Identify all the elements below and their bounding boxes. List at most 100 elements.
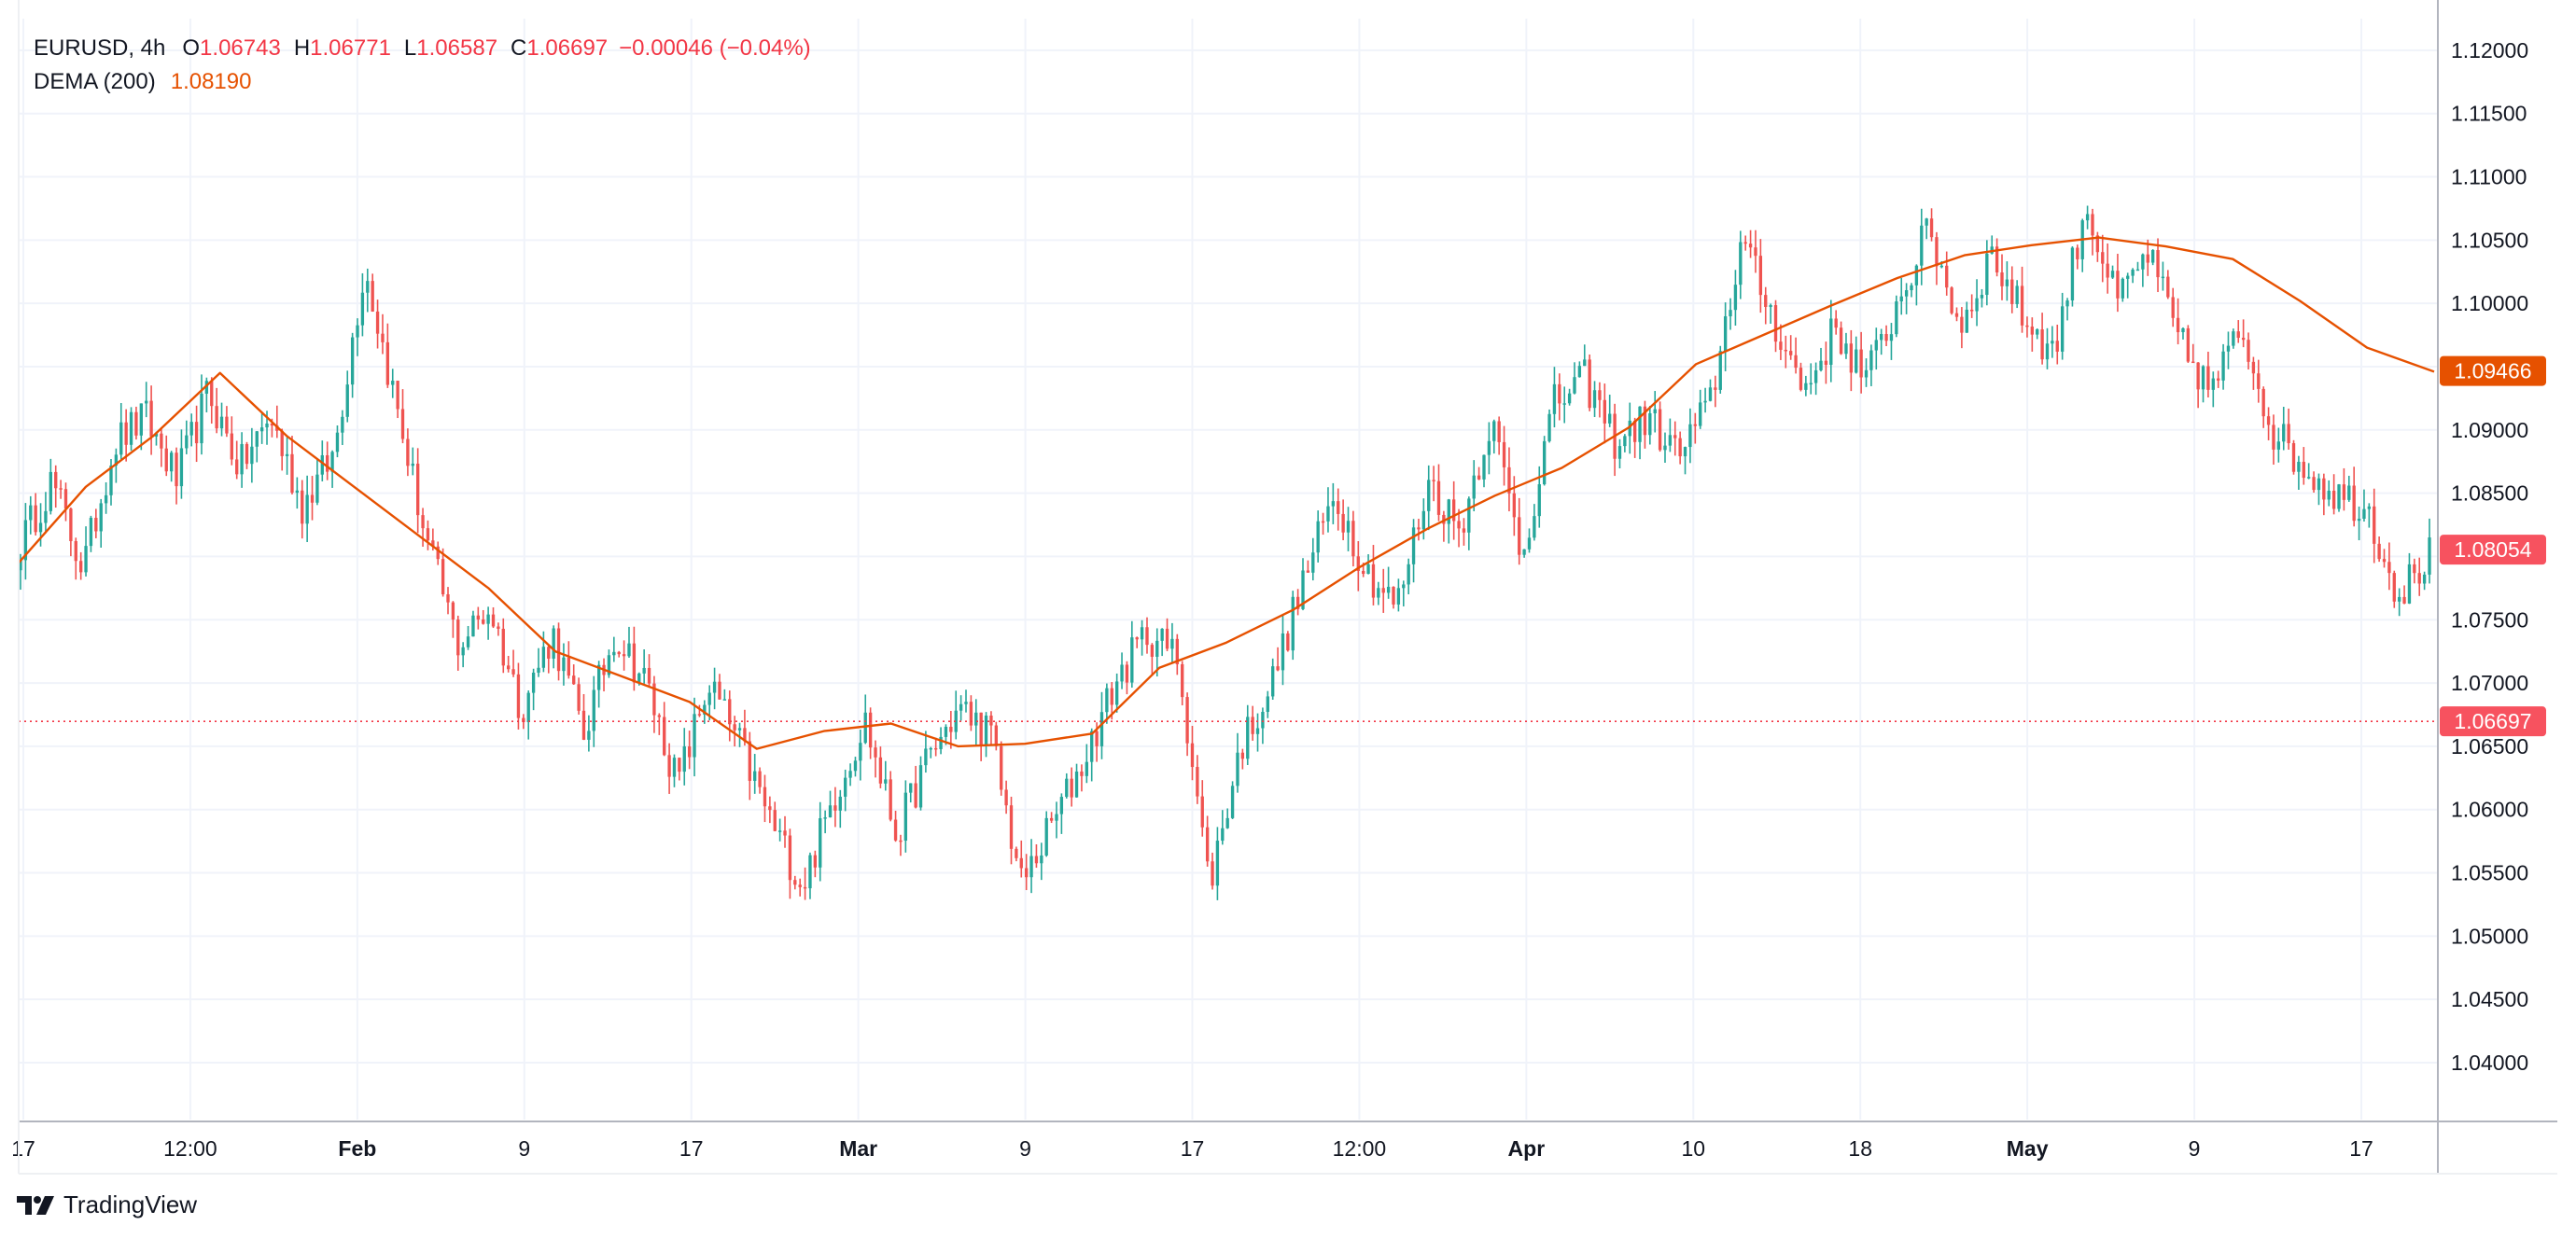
- candle-body: [2302, 461, 2305, 479]
- candle-body: [371, 281, 374, 312]
- candle-body: [1451, 499, 1456, 522]
- candle-body: [859, 743, 862, 761]
- candle-body: [1421, 510, 1426, 530]
- y-tick-label: 1.09000: [2451, 418, 2528, 442]
- candle-body: [1427, 480, 1431, 511]
- candle-body: [1251, 717, 1254, 734]
- candle-body: [1884, 334, 1888, 341]
- candle-body: [2076, 247, 2079, 259]
- candle-body: [612, 651, 616, 656]
- candle-body: [471, 615, 475, 637]
- candle-body: [1829, 318, 1833, 366]
- candle-body: [2428, 537, 2431, 575]
- candle-body: [2337, 484, 2341, 509]
- tradingview-branding[interactable]: TradingView: [17, 1190, 197, 1219]
- high-value: 1.06771: [310, 35, 391, 61]
- candle-body: [1386, 586, 1391, 593]
- candle-body: [1920, 225, 1924, 266]
- candle-body: [868, 712, 873, 748]
- candle-body: [889, 779, 892, 820]
- candle-body: [2121, 278, 2124, 299]
- candle-body: [853, 760, 858, 772]
- candle-body: [1708, 387, 1713, 401]
- candle-body: [2266, 416, 2271, 425]
- candle-body: [1055, 814, 1058, 821]
- candle-body: [1552, 383, 1557, 414]
- low-value: 1.06587: [416, 35, 498, 61]
- candle-body: [748, 741, 751, 781]
- candle-body: [1899, 296, 1903, 302]
- y-tick-label: 1.06000: [2451, 798, 2528, 822]
- candle-body: [1547, 413, 1551, 441]
- candle-body: [2307, 477, 2311, 479]
- candle-body: [2362, 508, 2366, 519]
- candle-body: [844, 777, 847, 797]
- candle-body: [145, 400, 148, 404]
- candle-body: [1196, 767, 1199, 797]
- candle-body: [1965, 309, 1968, 333]
- candle-body: [1130, 637, 1134, 683]
- candle-body: [1135, 637, 1139, 640]
- candle-body: [632, 643, 637, 683]
- candle-body: [2191, 361, 2195, 364]
- symbol-label[interactable]: EURUSD, 4h: [34, 35, 166, 61]
- candle-body: [310, 494, 315, 503]
- candle-body: [2257, 373, 2261, 389]
- candle-body: [1145, 627, 1149, 646]
- candle-body: [1518, 517, 1521, 555]
- candle-body: [1004, 789, 1008, 806]
- candle-body: [2402, 596, 2406, 604]
- indicator-label[interactable]: DEMA (200): [34, 69, 156, 94]
- candle-body: [441, 559, 445, 594]
- candle-body: [1583, 359, 1587, 367]
- candle-body: [1040, 855, 1043, 864]
- candle-body: [2135, 269, 2140, 271]
- candle-body: [707, 692, 711, 705]
- candle-body: [179, 448, 184, 487]
- price-labels: 1.09466 1.08054 1.06697: [2440, 355, 2546, 737]
- candle-body: [1718, 351, 1722, 390]
- candle-body: [2232, 331, 2235, 346]
- candle-body: [939, 736, 943, 749]
- candle-body: [934, 747, 938, 750]
- candle-body: [1311, 552, 1315, 573]
- candle-body: [1869, 350, 1873, 370]
- candle-body: [1799, 368, 1803, 390]
- candle-body: [295, 490, 300, 494]
- candle-body: [2005, 279, 2009, 286]
- x-tick-label: Mar: [839, 1136, 877, 1161]
- candle-body: [1407, 564, 1410, 585]
- y-tick-label: 1.10500: [2451, 228, 2528, 252]
- candle-body: [2251, 361, 2256, 374]
- candle-body: [1809, 383, 1813, 385]
- candle-body: [777, 830, 782, 832]
- candle-body: [1939, 265, 1944, 268]
- candle-body: [2377, 543, 2381, 560]
- y-tick-label: 1.08500: [2451, 481, 2528, 506]
- candle-body: [1889, 334, 1894, 341]
- candle-body: [1442, 514, 1446, 524]
- price-label: 1.08054: [2440, 535, 2546, 565]
- candle-body: [1623, 436, 1627, 447]
- candle-body: [204, 381, 209, 394]
- candle-body: [1321, 521, 1325, 523]
- candle-body: [160, 433, 163, 449]
- candle-body: [2141, 254, 2145, 270]
- candle-body: [2221, 351, 2225, 381]
- y-tick-label: 1.04500: [2451, 987, 2528, 1011]
- candle-body: [175, 452, 178, 487]
- price-label-text: 1.08054: [2454, 537, 2531, 562]
- candle-body: [924, 748, 928, 766]
- candle-body: [456, 620, 460, 656]
- candle-body: [1880, 334, 1883, 341]
- candle-body: [341, 416, 344, 433]
- candle-body: [1895, 301, 1898, 335]
- candle-body: [2201, 366, 2205, 390]
- candle-body: [320, 454, 324, 475]
- candle-body: [783, 830, 787, 836]
- candle-body: [964, 702, 968, 704]
- candle-body: [833, 805, 837, 811]
- candle-body: [280, 430, 284, 456]
- candle-body: [366, 281, 370, 293]
